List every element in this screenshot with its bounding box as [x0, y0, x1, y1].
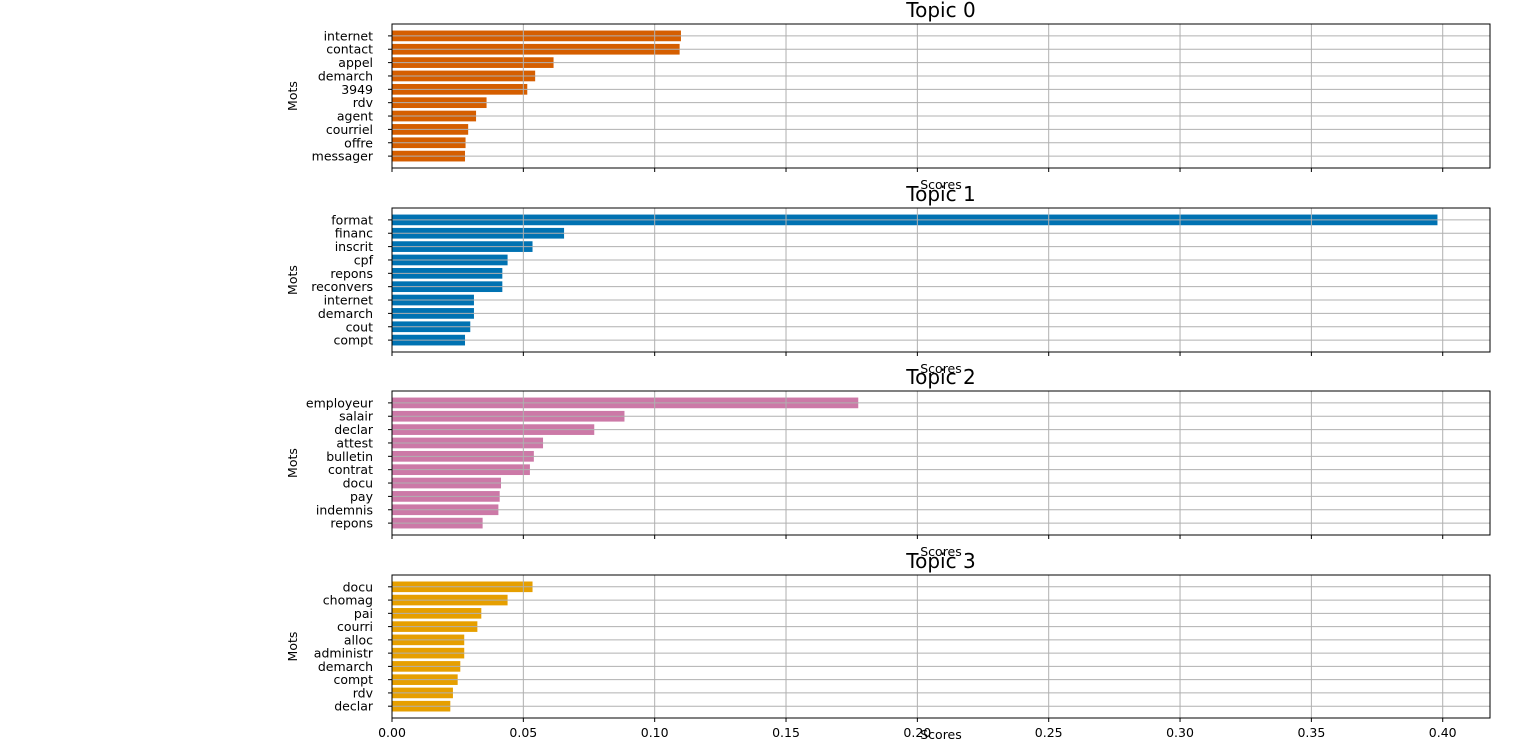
- y-tick-label: administr: [314, 646, 374, 661]
- x-tick-label: 0.25: [1035, 725, 1063, 740]
- x-axis-label: Scores: [920, 361, 962, 376]
- y-tick-label: internet: [324, 28, 374, 43]
- y-tick-label: rdv: [353, 685, 374, 700]
- y-tick-label: employeur: [306, 395, 374, 410]
- y-tick-label: inscrit: [335, 239, 373, 254]
- chart-title: Topic 0: [905, 0, 975, 22]
- y-tick-label: alloc: [344, 632, 373, 647]
- y-tick-label: salair: [339, 409, 374, 424]
- y-tick-label: reconvers: [311, 279, 373, 294]
- x-axis-label: Scores: [920, 544, 962, 559]
- y-tick-label: courriel: [326, 122, 373, 137]
- y-tick-label: demarch: [318, 306, 373, 321]
- y-tick-label: offre: [344, 135, 373, 150]
- y-tick-label: compt: [333, 672, 373, 687]
- y-tick-label: repons: [330, 266, 373, 281]
- y-tick-label: contact: [326, 42, 373, 57]
- plot-frame: [391, 207, 1491, 353]
- plot-frame: [391, 574, 1491, 719]
- y-tick-label: cpf: [354, 252, 374, 267]
- y-tick-label: pai: [354, 606, 373, 621]
- y-tick-label: repons: [330, 516, 373, 531]
- y-tick-label: compt: [333, 333, 373, 348]
- chart-title: Topic 2: [905, 365, 975, 389]
- x-tick-label: 0.05: [509, 725, 537, 740]
- y-tick-label: docu: [343, 476, 373, 491]
- y-axis-label: Mots: [285, 81, 300, 111]
- y-tick-label: cout: [346, 319, 373, 334]
- chart-title: Topic 1: [905, 182, 975, 206]
- x-axis-label: Scores: [920, 727, 962, 742]
- y-axis-label: Mots: [285, 265, 300, 295]
- y-tick-label: chomag: [323, 593, 373, 608]
- y-tick-label: attest: [336, 435, 373, 450]
- chart-panel-0: internetcontactappeldemarch3949rdvagentc…: [285, 0, 1491, 192]
- y-tick-label: agent: [337, 109, 373, 124]
- plot-frame: [391, 390, 1491, 536]
- y-tick-label: courri: [337, 619, 373, 634]
- x-tick-label: 0.00: [378, 725, 406, 740]
- y-tick-label: contrat: [328, 462, 373, 477]
- y-tick-label: declar: [334, 422, 374, 437]
- x-tick-label: 0.10: [641, 725, 669, 740]
- y-tick-label: internet: [324, 293, 374, 308]
- plot-frame: [391, 23, 1491, 169]
- x-tick-label: 0.30: [1166, 725, 1194, 740]
- y-tick-label: rdv: [353, 95, 374, 110]
- y-tick-label: messager: [312, 149, 374, 164]
- x-tick-label: 0.20: [903, 725, 931, 740]
- y-tick-label: indemnis: [316, 502, 373, 517]
- y-tick-label: 3949: [341, 82, 373, 97]
- y-tick-label: demarch: [318, 68, 373, 83]
- y-tick-label: declar: [334, 699, 374, 714]
- y-axis-label: Mots: [285, 632, 300, 662]
- chart-panel-2: employeursalairdeclarattestbulletincontr…: [285, 365, 1491, 559]
- y-tick-label: bulletin: [326, 449, 373, 464]
- y-tick-label: demarch: [318, 659, 373, 674]
- y-tick-label: appel: [338, 55, 373, 70]
- y-tick-label: format: [331, 212, 373, 227]
- y-tick-label: financ: [335, 226, 373, 241]
- y-tick-label: pay: [350, 489, 374, 504]
- chart-panel-1: formatfinancinscritcpfreponsreconversint…: [285, 182, 1491, 376]
- y-tick-label: docu: [343, 579, 373, 594]
- chart-title: Topic 3: [905, 549, 975, 573]
- x-tick-label: 0.35: [1297, 725, 1325, 740]
- x-axis-label: Scores: [920, 177, 962, 192]
- x-tick-label: 0.15: [772, 725, 800, 740]
- chart-panel-3: docuchomagpaicourriallocadministrdemarch…: [285, 549, 1491, 742]
- y-axis-label: Mots: [285, 448, 300, 478]
- x-tick-label: 0.40: [1429, 725, 1457, 740]
